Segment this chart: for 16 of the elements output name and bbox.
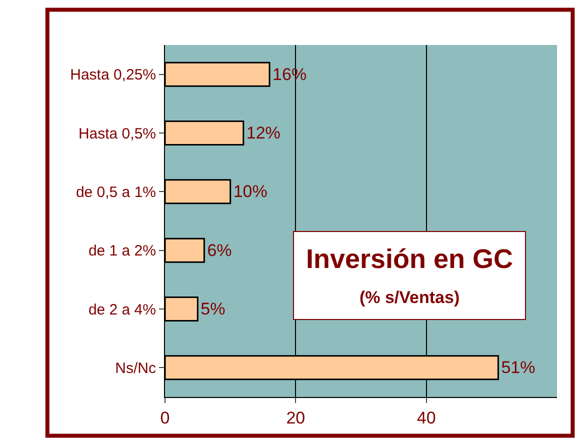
x-tick-label: 20	[286, 408, 306, 428]
text: (% s/Ventas)	[359, 288, 460, 308]
y-tick-label: de 1 a 2%	[88, 242, 156, 260]
x-tick-label: 0	[160, 408, 170, 428]
data-label: 6%	[207, 240, 232, 260]
y-tick-label: Ns/Nc	[115, 360, 156, 377]
text: Inversión en GC	[306, 244, 514, 274]
y-tick-label: de 2 a 4%	[88, 301, 156, 318]
data-label: 51%	[501, 358, 536, 378]
y-tick-label: de 0,5 a 1%	[76, 184, 156, 201]
data-label: 10%	[233, 182, 268, 202]
data-label: 12%	[246, 124, 280, 142]
x-tick-label: 40	[416, 408, 436, 428]
y-tick-label: Hasta 0,5%	[78, 125, 156, 142]
data-label: 5%	[200, 300, 226, 318]
y-tick-label: Hasta 0,25%	[70, 66, 156, 84]
